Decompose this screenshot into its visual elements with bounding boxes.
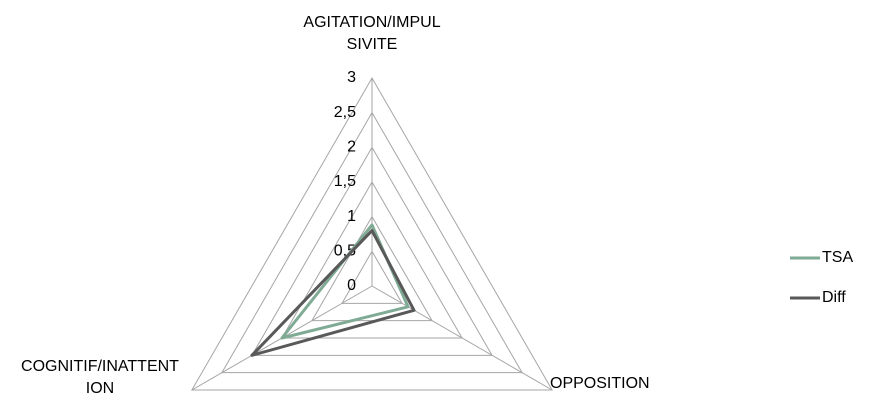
grid-ring (281, 181, 463, 339)
category-label: AGITATION/IMPULSIVITE (303, 14, 441, 53)
r-tick-label: 1,5 (334, 173, 356, 190)
axis-spoke (371, 285, 553, 391)
category-label: COGNITIF/INATTENTION (21, 358, 179, 397)
grid-ring (341, 250, 403, 304)
category-label: OPPOSITION (550, 375, 650, 392)
legend-label: TSA (822, 249, 853, 266)
r-tick-label: 2 (347, 139, 356, 156)
r-tick-label: 1 (347, 208, 356, 225)
grid-ring (191, 77, 553, 391)
r-tick-label: 0 (347, 277, 356, 294)
r-tick-label: 0,5 (334, 243, 356, 260)
r-tick-label: 3 (347, 69, 356, 86)
grid-ring (221, 111, 523, 374)
grid-ring (251, 146, 493, 356)
legend-label: Diff (822, 289, 846, 306)
r-tick-label: 2,5 (334, 104, 356, 121)
series-line (250, 229, 416, 357)
